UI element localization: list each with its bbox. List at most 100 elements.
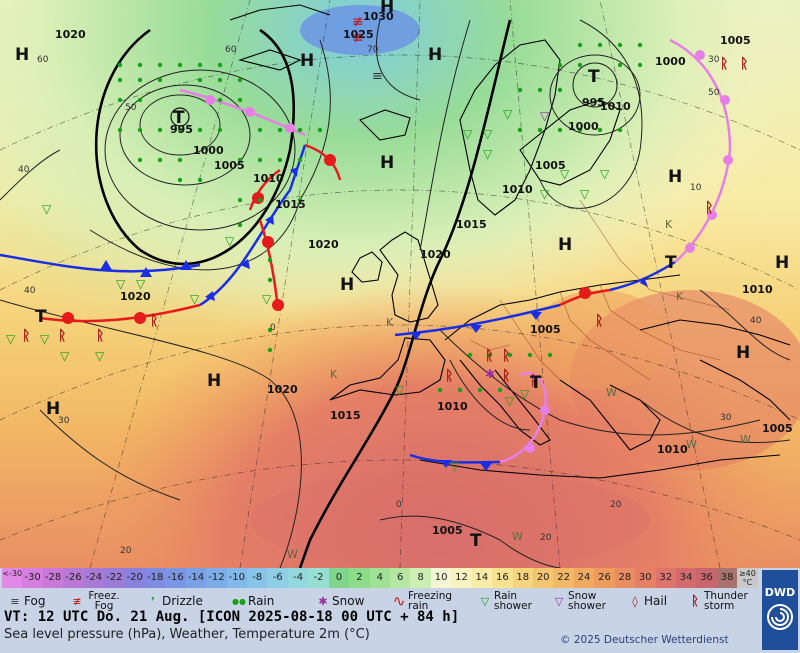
temperature-scale-cell: 2	[349, 568, 370, 588]
temperature-scale-cell: -6	[267, 568, 288, 588]
temperature-scale-cell: -12	[206, 568, 227, 588]
temperature-scale-cell: 38	[716, 568, 738, 588]
weather-mark: W	[512, 530, 523, 543]
coastlines	[229, 4, 791, 479]
isobar-label: 1000	[568, 120, 599, 133]
svg-text:ᚱ: ᚱ	[96, 328, 104, 344]
grid-label: 10	[690, 183, 702, 193]
temperature-scale-cell: 4	[369, 568, 391, 588]
legend-label: Freez. Fog	[88, 590, 120, 612]
snow-icon: ✱	[318, 594, 328, 608]
temperature-scale-cell: -18	[144, 568, 166, 588]
pressure-center-label: H	[428, 45, 442, 65]
legend-item-thunderstorm: ᚱ Thunder storm	[688, 590, 762, 612]
weather-symbols: ▽▽ ▽▽ ▽ ▽ ▽▽▽▽ ▽ ▽▽▽ ▽▽▽▽ ▽▽▽ ▽ ᚱ ᚱ ᚱᚱ ᚱ ᚱᚱ ᚱ ᚱᚱ ᚱ…	[6, 14, 748, 473]
grid-label: 40	[24, 286, 36, 296]
legend-item-fog: ≡ Fog	[8, 590, 45, 612]
pressure-center-label: T	[35, 307, 47, 327]
isobar-label: 1020	[267, 383, 298, 396]
isobar-label: 1030	[363, 10, 394, 23]
rain-shower-icon: ▽	[480, 594, 490, 608]
legend-item-snow: ✱ Snow	[316, 590, 364, 612]
temperature-scale: <-30 -30 -28 -26 -24 -22 -20 -18 -16 -14 -12 -10 -8-…	[2, 568, 758, 588]
snow-shower-icon: ▽	[554, 594, 564, 608]
weather-marks: K K K K W W W W W	[287, 218, 751, 561]
isobar-label: 1005	[720, 34, 751, 47]
temperature-scale-cell: -28	[42, 568, 64, 588]
isobar-label: 1015	[275, 198, 306, 211]
svg-text:▽: ▽	[225, 234, 235, 248]
grid-label: 0	[396, 500, 402, 510]
temperature-scale-cell: 12	[451, 568, 472, 588]
pressure-center-label: H	[15, 45, 29, 65]
svg-text:▽: ▽	[450, 459, 460, 473]
thunderstorm-icon: ᚱ	[691, 593, 699, 609]
temperature-scale-cell: -26	[63, 568, 84, 588]
pressure-center-label: T	[530, 373, 542, 393]
isobar-label: 1000	[655, 55, 686, 68]
isobar-label: 1020	[308, 238, 339, 251]
isobar-labels: 1020 1030 1025 1000 1005 1000 1005 1010 …	[55, 10, 793, 537]
graticule	[0, 0, 800, 568]
valid-time-line: VT: 12 UTC Do. 21 Aug. [ICON 2025-08-18 …	[4, 609, 460, 625]
legend-item-drizzle: ❜ Drizzle	[146, 590, 203, 612]
legend: <-30 -30 -28 -26 -24 -22 -20 -18 -16 -14 -12 -10 -8-…	[0, 568, 800, 653]
weather-symbol-legend: ≡ Fog ≢ Freez. Fog ❜ Drizzle ●● Rain ✱ S…	[4, 590, 764, 612]
temperature-scale-cell: -22	[104, 568, 125, 588]
grid-label: 50	[708, 88, 720, 98]
chart-subtitle: Sea level pressure (hPa), Weather, Tempe…	[4, 627, 370, 642]
svg-text:ᚱ: ᚱ	[530, 373, 538, 389]
svg-text:≢: ≢	[352, 14, 364, 30]
pressure-center-label: H	[775, 253, 789, 273]
isobar-label: 1005	[432, 524, 463, 537]
legend-item-rain: ●● Rain	[232, 590, 274, 612]
isobar-label: 1010	[600, 100, 631, 113]
temperature-scale-cell: <-30	[2, 568, 23, 588]
legend-item-freezing-rain: ∿ Freezing rain	[392, 590, 468, 612]
temperature-scale-cell: 16	[492, 568, 513, 588]
legend-item-hail: ◊ Hail	[628, 590, 667, 612]
temperature-grid-labels: 60 60 50 70 50 40 40 30 30 20 20 0 0 40 …	[18, 45, 762, 556]
isobar-label: 1020	[55, 28, 86, 41]
weather-map: ▽▽ ▽▽ ▽ ▽ ▽▽▽▽ ▽ ▽▽▽ ▽▽▽▽ ▽▽▽ ▽ ᚱ ᚱ ᚱᚱ ᚱ ᚱᚱ ᚱ ᚱᚱ ᚱ…	[0, 0, 800, 568]
isobar-label: 1010	[437, 400, 468, 413]
temperature-scale-cell: 18	[512, 568, 533, 588]
legend-label: Freezing rain	[408, 590, 453, 612]
isobar-label: 1005	[214, 159, 245, 172]
logo-text: DWD	[764, 586, 796, 599]
weather-mark: W	[606, 386, 617, 399]
copyright-text: © 2025 Deutscher Wetterdienst	[560, 634, 729, 646]
temperature-scale-cell: ≥40 °C	[737, 568, 758, 588]
pressure-center-label: T	[173, 108, 185, 128]
weather-mark: K	[330, 368, 338, 381]
svg-text:▽: ▽	[483, 147, 493, 161]
weather-mark: K	[665, 218, 673, 231]
isobar-label: 1020	[120, 290, 151, 303]
grid-label: 50	[125, 103, 137, 113]
isobar-label: 1010	[253, 172, 284, 185]
grid-label: 40	[18, 165, 30, 175]
temperature-scale-cell: 6	[390, 568, 411, 588]
svg-text:ᚱ: ᚱ	[485, 348, 493, 364]
temperature-scale-cell: 30	[635, 568, 656, 588]
pressure-center-value: 995	[582, 96, 605, 109]
pressure-center-label: T	[588, 67, 600, 87]
temperature-scale-cell: 36	[696, 568, 717, 588]
grid-label: 70	[367, 45, 379, 55]
pressure-center-label: H	[300, 51, 314, 71]
svg-text:▽: ▽	[580, 187, 590, 201]
svg-text:▽: ▽	[40, 332, 50, 346]
temperature-scale-cell: -24	[83, 568, 105, 588]
svg-text:ᚱ: ᚱ	[740, 56, 748, 72]
svg-text:▽: ▽	[540, 109, 550, 123]
isobar-label: 1005	[530, 323, 561, 336]
svg-text:▽: ▽	[463, 127, 473, 141]
temperature-scale-cell: 28	[614, 568, 636, 588]
svg-text:▽: ▽	[262, 292, 272, 306]
temperature-scale-cell: -4	[287, 568, 309, 588]
legend-item-rain-shower: ▽ Rain shower	[478, 590, 542, 612]
isobar-label: 1025	[343, 28, 374, 41]
dwd-logo: DWD	[762, 570, 798, 650]
temperature-scale-cell: 8	[410, 568, 431, 588]
